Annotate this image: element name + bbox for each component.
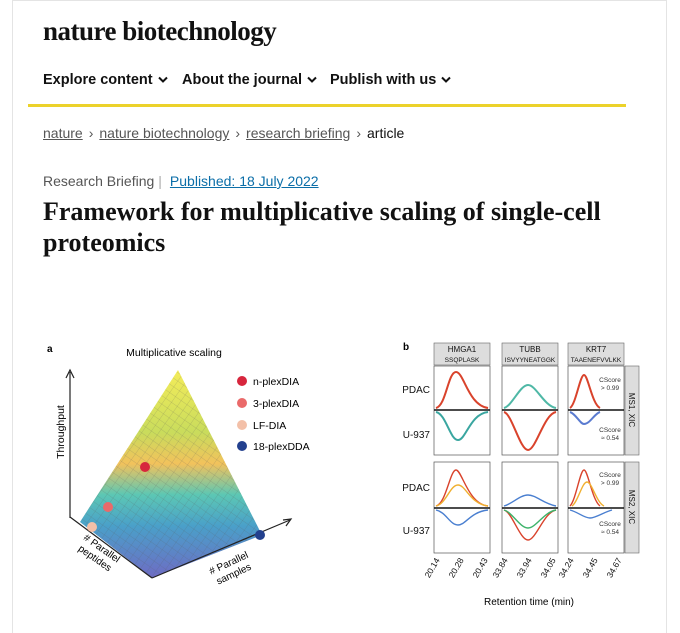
row-header-box — [624, 365, 640, 456]
row-header-box — [624, 461, 640, 554]
nav-text[interactable]: Publish with us — [330, 72, 437, 88]
yellow-rule — [28, 104, 626, 107]
breadcrumb-link[interactable]: nature — [43, 125, 83, 141]
meta-divider: | — [158, 173, 162, 189]
article-meta: Research Briefing | Published: 18 July 202… — [43, 173, 319, 189]
z-axis-arrow — [151, 519, 291, 579]
site-logo[interactable]: nature biotechnology — [43, 16, 277, 46]
xic-trace — [435, 370, 489, 409]
published-date[interactable]: Published: 18 July 2022 — [169, 173, 319, 189]
xic-trace — [435, 509, 489, 526]
peptide-seq: SSQPLASK — [445, 357, 480, 364]
arrow-head — [65, 368, 75, 379]
x-tick-label: 34.24 — [556, 556, 575, 580]
row-label: PDAC — [402, 483, 430, 494]
nav-item[interactable]: Publish with us — [330, 72, 452, 88]
method-point — [255, 530, 265, 540]
xic-trace — [435, 469, 489, 507]
legend-label: n-plexDIA — [253, 376, 299, 388]
legend-swatch — [237, 398, 247, 408]
peptide-seq: TAAENEFVVLKK — [571, 357, 622, 364]
cscore-label: CScore — [599, 521, 621, 528]
nav-item[interactable]: About the journal — [182, 72, 317, 88]
x-axis-label: Retention time (min) — [484, 597, 574, 608]
xic-trace — [435, 484, 489, 507]
x-tick-label: 20.28 — [446, 556, 465, 580]
x-axis-arrow — [69, 516, 153, 579]
breadcrumb-link[interactable]: research briefing — [246, 125, 351, 141]
cscore-label: CScore — [599, 377, 621, 384]
legend-swatch — [237, 441, 247, 451]
article-type: Research Briefing — [43, 173, 155, 189]
article-title: Framework for multiplicative scaling of … — [43, 197, 601, 257]
nav-text[interactable]: About the journal — [182, 72, 303, 88]
side-label: MS2, XIC — [627, 490, 636, 524]
nav-item[interactable]: Explore content — [43, 72, 168, 88]
breadcrumb: nature › nature biotechnology › research bri… — [43, 125, 404, 141]
xic-trace — [569, 469, 601, 507]
panel-label: a — [47, 344, 53, 355]
column-header-box — [567, 342, 625, 366]
column-header-box — [501, 342, 559, 366]
row-label: PDAC — [402, 385, 430, 396]
chevron — [441, 76, 452, 84]
method-point — [87, 522, 97, 532]
cscore-label: CScore — [599, 427, 621, 434]
cscore-label: > 0.99 — [601, 385, 620, 392]
method-point — [140, 462, 150, 472]
cscore-label: ≈ 0.54 — [601, 529, 619, 536]
xic-trace — [503, 509, 557, 541]
panel-label: b — [403, 342, 409, 353]
y-axis-label: Throughput — [55, 405, 67, 459]
xic-trace — [503, 383, 557, 409]
column-header-box — [433, 342, 491, 366]
gene-name: KRT7 — [586, 345, 607, 354]
surface-mesh — [80, 370, 262, 578]
xic-trace — [571, 481, 605, 507]
chevron — [307, 76, 317, 84]
xic-trace — [503, 411, 557, 452]
x-tick-label: 34.05 — [538, 556, 557, 580]
xic-trace — [569, 373, 601, 409]
peptide-seq: ISVYYNEATGGK — [505, 357, 556, 364]
row-label: U-937 — [403, 526, 431, 537]
cscore-label: CScore — [599, 472, 621, 479]
nav-text[interactable]: Explore content — [43, 72, 153, 88]
legend-label: LF-DIA — [253, 420, 286, 432]
legend-swatch — [237, 420, 247, 430]
method-point — [103, 502, 113, 512]
panel-title: Multiplicative scaling — [126, 347, 222, 359]
breadcrumb-link[interactable]: nature biotechnology — [99, 125, 230, 141]
breadcrumb-sep: › — [88, 125, 94, 141]
xic-trace — [503, 494, 557, 507]
legend-label: 3-plexDIA — [253, 398, 299, 410]
x-tick-label: 33.84 — [490, 556, 509, 580]
arrow-head — [282, 518, 293, 527]
legend-label: 18-plexDDA — [253, 441, 310, 453]
x-tick-label: 34.45 — [580, 556, 599, 580]
cscore-label: > 0.99 — [601, 480, 620, 487]
x-tick-label: 20.43 — [470, 556, 489, 580]
chevron — [157, 76, 168, 84]
x-tick-label: 20.14 — [422, 556, 441, 580]
cscore-label: ≈ 0.54 — [601, 435, 619, 442]
breadcrumb-sep: › — [235, 125, 241, 141]
page-frame — [12, 0, 667, 633]
legend-swatch — [237, 376, 247, 386]
xic-trace — [569, 509, 613, 519]
side-label: MS1, XIC — [627, 393, 636, 427]
xic-trace — [503, 509, 557, 529]
gene-name: HMGA1 — [448, 345, 477, 354]
x-tick-label: 34.67 — [604, 556, 623, 580]
row-label: U-937 — [403, 430, 431, 441]
breadcrumb-sep: › — [356, 125, 361, 141]
gene-name: TUBB — [519, 345, 540, 354]
xic-trace — [435, 411, 489, 442]
breadcrumb-current: article — [367, 125, 405, 141]
xic-trace — [569, 411, 601, 426]
x-tick-label: 33.94 — [514, 556, 533, 580]
